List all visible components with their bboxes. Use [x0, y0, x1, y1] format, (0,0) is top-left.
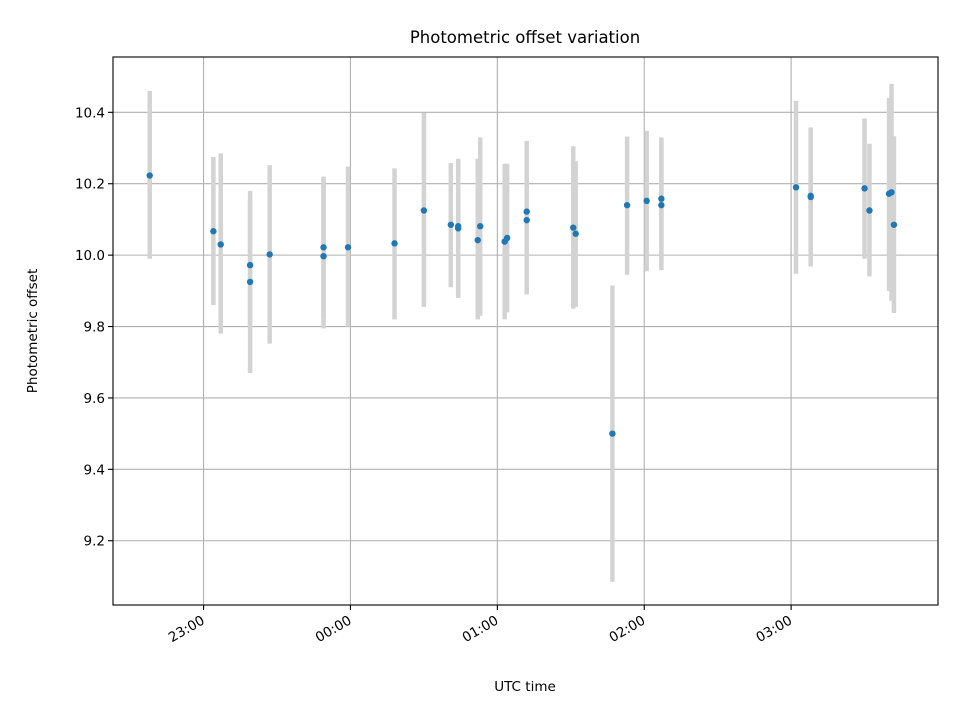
data-point — [391, 240, 398, 247]
data-point — [658, 201, 665, 209]
y-tick-label: 10.0 — [75, 248, 105, 264]
data-point — [420, 207, 428, 214]
data-point — [447, 221, 455, 228]
data-point — [866, 207, 873, 214]
data-point — [344, 244, 352, 251]
data-point — [210, 228, 217, 235]
y-tick-label: 9.4 — [84, 462, 105, 478]
data-point — [523, 208, 530, 215]
data-point — [658, 195, 665, 202]
data-point — [523, 216, 530, 224]
data-point — [609, 430, 616, 437]
y-axis-ticks: 9.2 9.4 9.6 9.8 10.0 10.2 10.4 — [75, 105, 113, 550]
y-tick-label: 9.6 — [84, 391, 105, 407]
data-point — [861, 185, 868, 192]
data-point — [623, 201, 631, 209]
data-point — [246, 261, 254, 269]
data-point — [320, 253, 327, 260]
y-tick-label: 10.4 — [75, 105, 105, 121]
data-point — [454, 223, 462, 230]
data-points — [146, 172, 898, 437]
plot-frame — [112, 56, 939, 606]
data-point — [807, 192, 814, 200]
data-point — [474, 236, 481, 244]
data-point — [572, 230, 579, 237]
data-point — [890, 221, 898, 228]
data-point — [570, 224, 577, 231]
y-tick-label: 9.2 — [84, 534, 105, 550]
data-point — [477, 223, 484, 230]
y-tick-label: 10.2 — [75, 177, 105, 193]
data-point — [503, 234, 511, 242]
data-point — [246, 278, 254, 286]
data-point — [792, 184, 800, 191]
data-point — [643, 197, 650, 205]
data-point — [217, 241, 224, 248]
x-axis-label: UTC time — [494, 679, 556, 695]
data-point — [888, 189, 895, 196]
y-axis-label: Photometric offset — [25, 269, 41, 393]
data-point — [146, 172, 153, 179]
y-tick-label: 9.8 — [84, 320, 105, 336]
data-point — [320, 244, 327, 251]
chart-title: Photometric offset variation — [410, 28, 640, 47]
data-point — [266, 251, 273, 258]
grid-lines — [113, 57, 938, 605]
